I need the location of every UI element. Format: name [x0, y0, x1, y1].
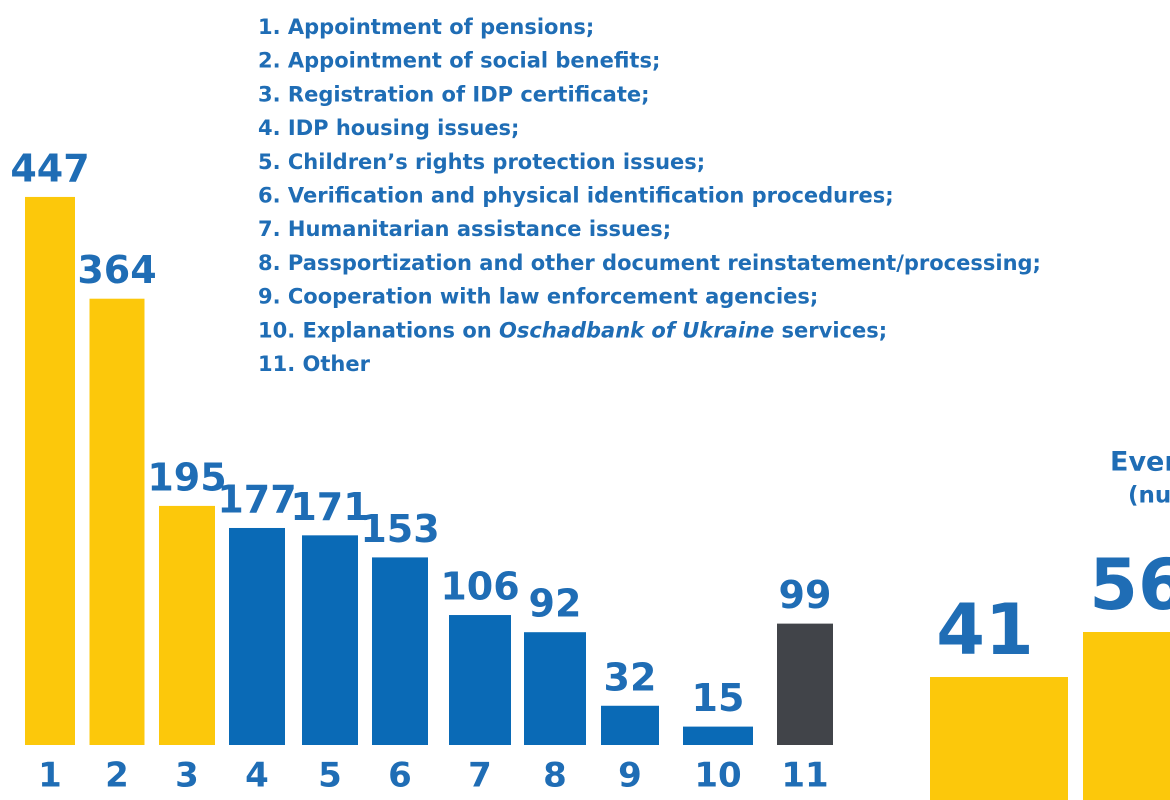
bar: [1083, 632, 1170, 800]
legend-item: 2. Appointment of social benefits;: [258, 49, 660, 73]
x-tick-label: 10: [694, 756, 741, 796]
legend-item: 3. Registration of IDP certificate;: [258, 82, 650, 106]
x-tick-label: 9: [618, 756, 642, 796]
legend-text: 7. Humanitarian assistance issues;: [258, 217, 671, 241]
legend-text: 9. Cooperation with law enforcement agen…: [258, 285, 818, 309]
legend-item: 5. Children’s rights protection issues;: [258, 150, 705, 174]
legend-item: 11. Other: [258, 352, 371, 376]
legend-item: 6. Verification and physical identificat…: [258, 184, 894, 208]
legend-text: services;: [774, 318, 887, 342]
value-label: 364: [77, 248, 156, 292]
x-tick-label: 3: [175, 756, 199, 796]
bar: [302, 535, 358, 745]
x-tick-label: 7: [468, 756, 492, 796]
value-label: 171: [290, 485, 369, 529]
bar: [159, 505, 215, 745]
value-label: 32: [604, 655, 657, 699]
value-label: 106: [440, 565, 519, 609]
value-label: 177: [217, 477, 296, 521]
legend-item: 7. Humanitarian assistance issues;: [258, 217, 671, 241]
x-tick-label: 4: [245, 756, 269, 796]
chart-subtitle: (number o: [1128, 483, 1170, 509]
legend-text: 2. Appointment of social benefits;: [258, 49, 660, 73]
x-tick-label: 5: [318, 756, 342, 796]
value-label: 195: [147, 455, 226, 499]
value-label: 153: [360, 507, 439, 551]
legend-item: 9. Cooperation with law enforcement agen…: [258, 285, 818, 309]
legend-text: 5. Children’s rights protection issues;: [258, 150, 705, 174]
value-label: 99: [779, 573, 832, 617]
legend-text: 6. Verification and physical identificat…: [258, 184, 894, 208]
value-label: 15: [692, 676, 745, 720]
legend-text: 4. IDP housing issues;: [258, 116, 519, 140]
bar: [777, 623, 833, 745]
bar: [89, 298, 145, 745]
value-label: 92: [529, 582, 582, 626]
bar: [930, 677, 1068, 800]
value-label: 41: [936, 589, 1033, 671]
legend-text: 11. Other: [258, 352, 371, 376]
bar: [372, 557, 428, 745]
legend-text: 8. Passportization and other document re…: [258, 251, 1041, 275]
bar: [25, 196, 75, 745]
x-tick-label: 6: [388, 756, 412, 796]
x-tick-label: 11: [781, 756, 828, 796]
legend-text: 10. Explanations on: [258, 318, 499, 342]
bar: [601, 705, 659, 745]
legend-item: 8. Passportization and other document re…: [258, 251, 1041, 275]
x-tick-label: 8: [543, 756, 567, 796]
legend-item: 10. Explanations on Oschadbank of Ukrain…: [258, 318, 887, 342]
x-tick-label: 1: [38, 756, 62, 796]
legend-text: 3. Registration of IDP certificate;: [258, 82, 650, 106]
bar: [449, 615, 511, 745]
legend-item: 1. Appointment of pensions;: [258, 15, 594, 39]
legend-text: 1. Appointment of pensions;: [258, 15, 594, 39]
chart-title: Events join: [1110, 447, 1170, 478]
value-label: 56: [1089, 544, 1170, 626]
legend-item: 4. IDP housing issues;: [258, 116, 519, 140]
bar: [229, 527, 285, 745]
x-tick-label: 2: [105, 756, 129, 796]
legend-text: Oschadbank of Ukraine: [499, 318, 774, 342]
value-label: 447: [10, 146, 89, 190]
bar: [524, 632, 586, 745]
bar: [683, 726, 753, 745]
